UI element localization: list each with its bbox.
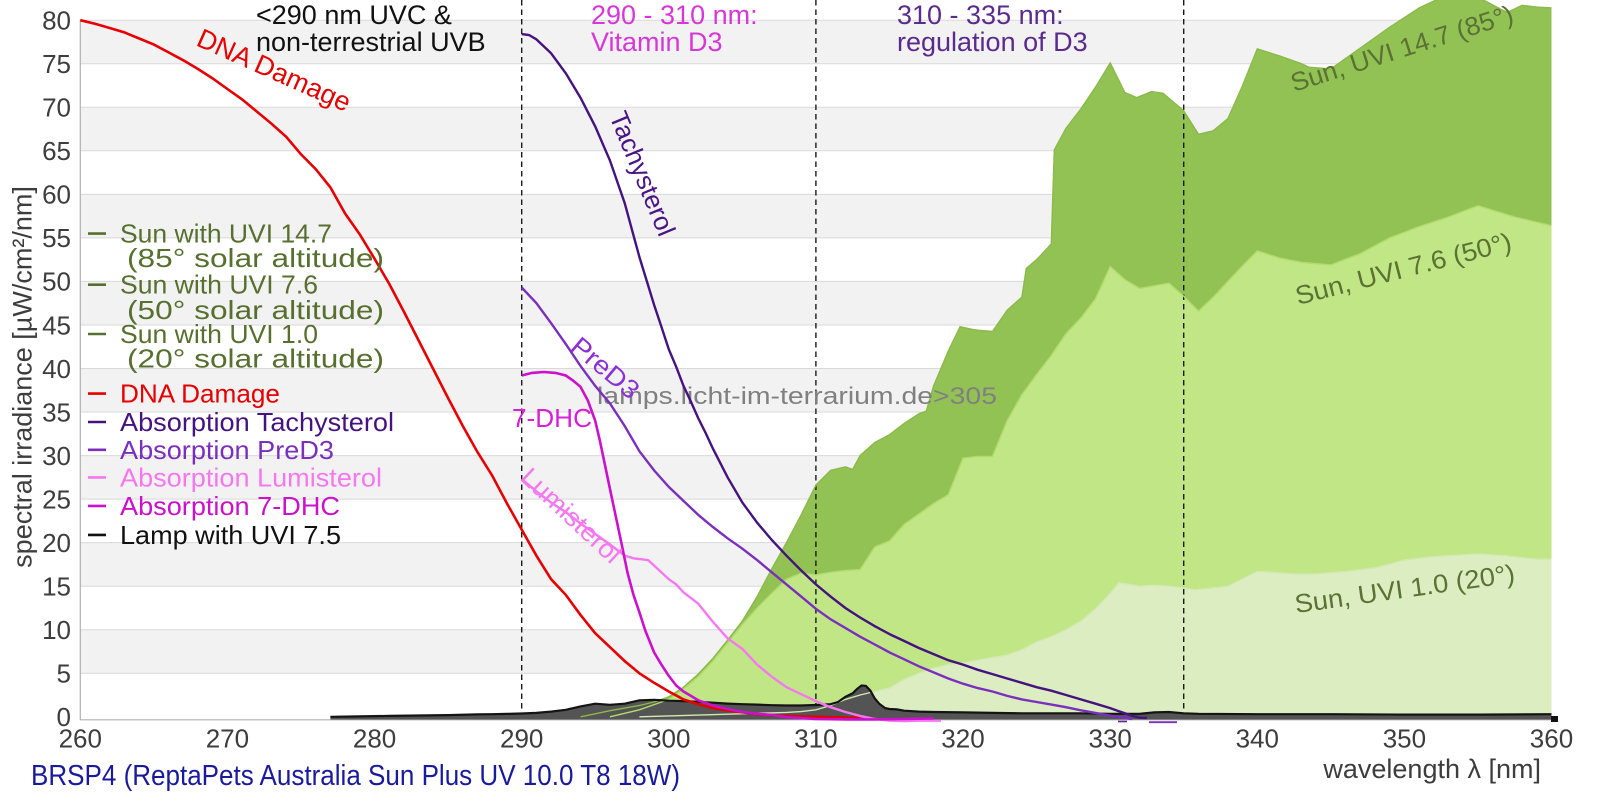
svg-text:310: 310 bbox=[794, 724, 837, 754]
svg-text:360: 360 bbox=[1530, 724, 1573, 754]
svg-text:340: 340 bbox=[1236, 724, 1279, 754]
svg-text:<290 nm UVC &: <290 nm UVC & bbox=[256, 0, 452, 30]
svg-text:regulation of D3: regulation of D3 bbox=[897, 27, 1088, 57]
svg-text:BRSP4 (ReptaPets Australia Sun: BRSP4 (ReptaPets Australia Sun Plus UV 1… bbox=[31, 760, 680, 792]
svg-text:non-terrestrial UVB: non-terrestrial UVB bbox=[256, 27, 486, 57]
svg-text:Absorption Tachysterol: Absorption Tachysterol bbox=[120, 407, 394, 437]
svg-text:75: 75 bbox=[42, 49, 71, 79]
svg-text:7-DHC: 7-DHC bbox=[512, 403, 592, 433]
svg-text:330: 330 bbox=[1089, 724, 1132, 754]
svg-text:Sun with UVI 1.0: Sun with UVI 1.0 bbox=[120, 319, 318, 349]
svg-text:DNA Damage: DNA Damage bbox=[120, 379, 280, 409]
svg-text:0: 0 bbox=[57, 702, 71, 732]
svg-text:70: 70 bbox=[42, 93, 71, 123]
svg-text:Absorption PreD3: Absorption PreD3 bbox=[120, 435, 334, 465]
svg-text:10: 10 bbox=[42, 615, 71, 645]
svg-text:45: 45 bbox=[42, 310, 71, 340]
svg-text:25: 25 bbox=[42, 484, 71, 514]
svg-text:wavelength λ [nm]: wavelength λ [nm] bbox=[1322, 754, 1541, 784]
svg-text:Lamp with UVI 7.5: Lamp with UVI 7.5 bbox=[120, 520, 341, 550]
svg-text:lamps.licht-im-terrarium.de>30: lamps.licht-im-terrarium.de>305 bbox=[597, 383, 997, 410]
svg-text:320: 320 bbox=[941, 724, 984, 754]
svg-text:35: 35 bbox=[42, 397, 71, 427]
svg-text:290 - 310 nm:: 290 - 310 nm: bbox=[591, 0, 758, 30]
svg-text:15: 15 bbox=[42, 572, 71, 602]
svg-text:350: 350 bbox=[1383, 724, 1426, 754]
svg-text:Sun with UVI 7.6: Sun with UVI 7.6 bbox=[120, 270, 318, 300]
svg-text:Vitamin D3: Vitamin D3 bbox=[591, 27, 723, 57]
svg-text:60: 60 bbox=[42, 180, 71, 210]
svg-text:(85° solar altitude): (85° solar altitude) bbox=[127, 243, 384, 273]
svg-text:50: 50 bbox=[42, 267, 71, 297]
svg-text:280: 280 bbox=[353, 724, 396, 754]
svg-text:spectral irradiance [µW/cm²/nm: spectral irradiance [µW/cm²/nm] bbox=[8, 186, 38, 568]
svg-text:300: 300 bbox=[647, 724, 690, 754]
svg-text:65: 65 bbox=[42, 136, 71, 166]
svg-text:40: 40 bbox=[42, 354, 71, 384]
svg-text:55: 55 bbox=[42, 223, 71, 253]
svg-text:5: 5 bbox=[57, 659, 71, 689]
svg-text:(50° solar altitude): (50° solar altitude) bbox=[127, 295, 384, 325]
svg-text:Absorption 7-DHC: Absorption 7-DHC bbox=[120, 491, 340, 521]
svg-text:290: 290 bbox=[500, 724, 543, 754]
svg-text:260: 260 bbox=[59, 724, 102, 754]
svg-text:310 - 335 nm:: 310 - 335 nm: bbox=[897, 0, 1064, 30]
svg-text:20: 20 bbox=[42, 528, 71, 558]
svg-text:Absorption Lumisterol: Absorption Lumisterol bbox=[120, 462, 382, 492]
svg-text:30: 30 bbox=[42, 441, 71, 471]
svg-text:(20° solar altitude): (20° solar altitude) bbox=[127, 343, 384, 373]
svg-text:80: 80 bbox=[42, 6, 71, 36]
svg-text:Sun with UVI 14.7: Sun with UVI 14.7 bbox=[120, 219, 332, 249]
svg-text:270: 270 bbox=[206, 724, 249, 754]
